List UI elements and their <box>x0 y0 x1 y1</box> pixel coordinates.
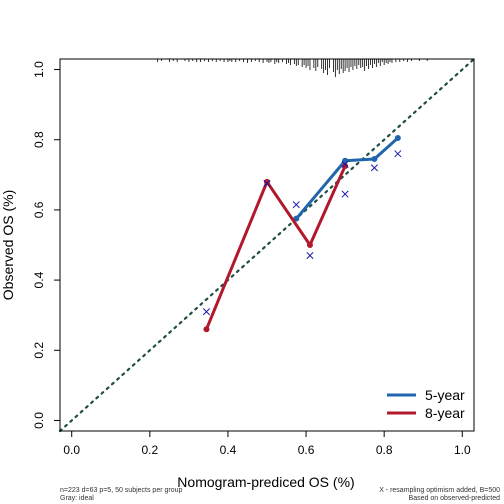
y-tick-label: 0.0 <box>32 412 46 429</box>
bias-corrected-marker-8-year <box>263 180 271 188</box>
series-point-5-year <box>371 156 378 163</box>
bias-corrected-marker-8-year <box>306 251 314 260</box>
series-line-8-year <box>204 164 347 331</box>
x-tick-label: 0.0 <box>63 443 80 457</box>
x-tick-label: 0.6 <box>298 443 315 457</box>
series-line-5-year <box>294 136 400 221</box>
bias-corrected-marker-5-year <box>370 164 378 172</box>
bias-corrected-marker-5-year <box>292 201 300 209</box>
legend-label-5-year: 5-year <box>425 387 465 403</box>
bias-corrected-marker-8-year <box>202 308 211 316</box>
y-axis-title: Observed OS (%) <box>0 190 16 300</box>
series-point-8-year <box>342 163 349 170</box>
plot-frame <box>59 58 475 432</box>
y-tick-label: 0.2 <box>32 342 46 359</box>
bias-corrected-marker-5-year <box>394 150 402 158</box>
x-tick-label: 1.0 <box>454 443 471 457</box>
series-point-8-year <box>264 178 270 185</box>
legend: 5-year 8-year <box>387 387 465 421</box>
y-tick-label: 1.0 <box>32 61 46 78</box>
bias-corrected-marker-5-year <box>341 190 349 198</box>
x-tick-label: 0.2 <box>141 443 158 457</box>
footnote-resampling: X - resampling optimism added, B=500 <box>379 487 500 494</box>
y-tick-label: 0.8 <box>32 131 46 148</box>
x-tick-label: 0.4 <box>220 443 237 457</box>
footnote-basis: Based on observed-predicted <box>409 495 501 502</box>
series-point-5-year <box>394 134 401 141</box>
plot-area <box>58 57 476 433</box>
bias-corrected-marker-8-year <box>341 160 349 168</box>
footnote-ideal: Gray: ideal <box>60 495 94 502</box>
y-tick-label: 0.4 <box>32 271 46 288</box>
x-tick-label: 0.8 <box>376 443 393 457</box>
x-axis-title: Nomogram-prediced OS (%) <box>177 474 354 490</box>
footnote-sample-size: n=223 d=63 p=5, 50 subjects per group <box>60 487 183 494</box>
ideal-line <box>58 57 476 433</box>
series-point-8-year <box>306 242 313 248</box>
y-tick-label: 0.6 <box>32 201 46 218</box>
series-point-8-year <box>203 326 210 333</box>
axes: 0.0 0.0 0.2 0.2 0.4 0.4 0.6 0.6 0.8 0.8 1.0 1.0 <box>32 58 475 457</box>
legend-label-8-year: 8-year <box>425 405 465 421</box>
